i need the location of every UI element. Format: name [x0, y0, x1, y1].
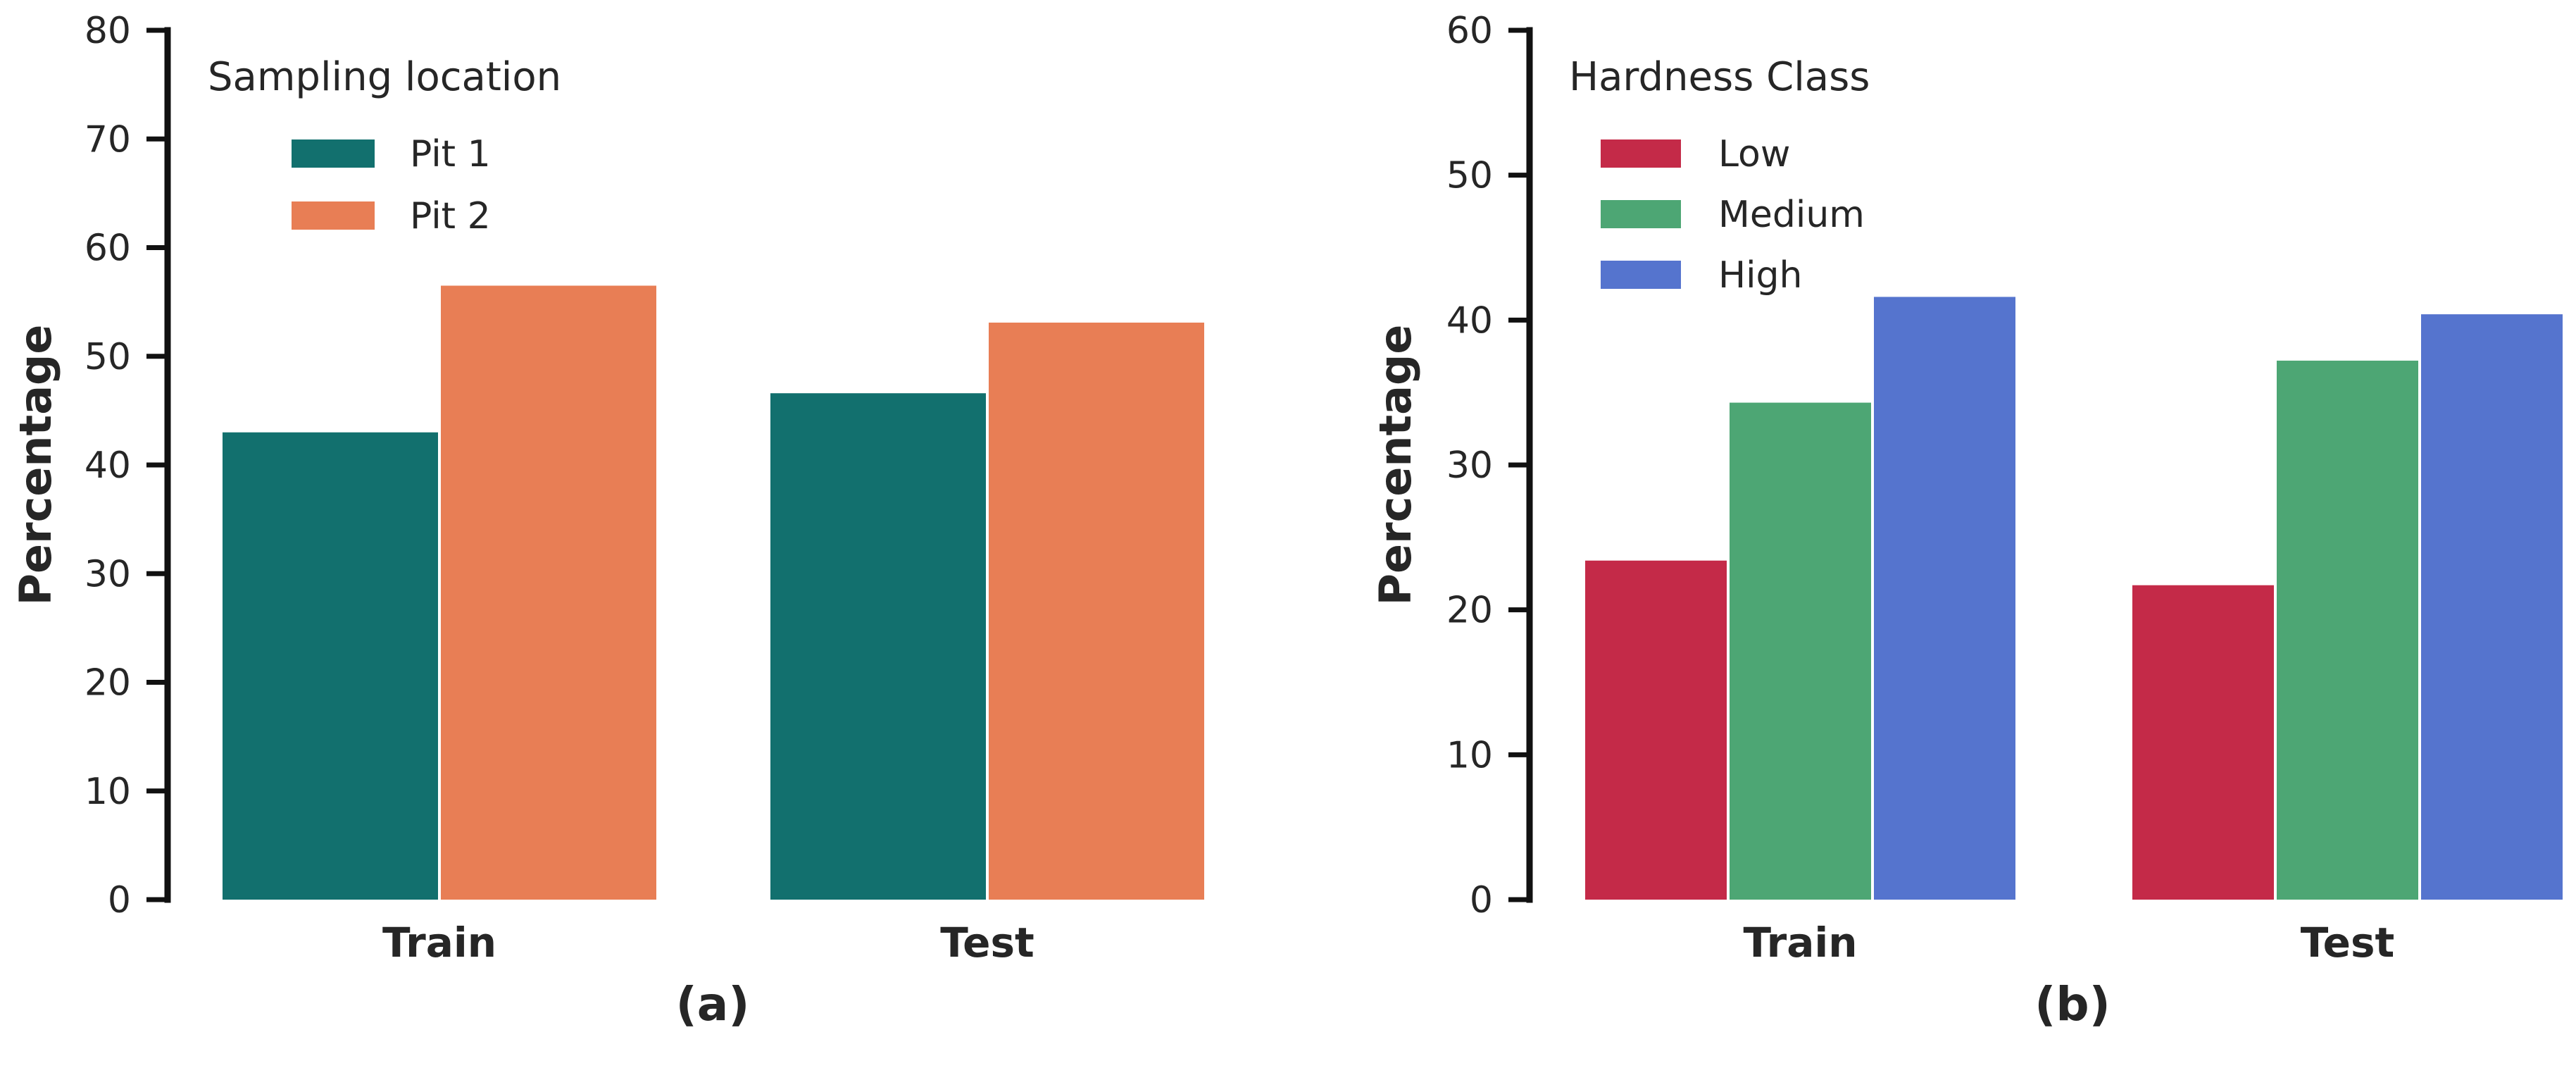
y-axis-label: Percentage — [1370, 325, 1421, 606]
x-category-label: Test — [940, 919, 1034, 967]
y-tick-label: 60 — [1446, 10, 1493, 52]
legend-label: Medium — [1718, 194, 1865, 236]
x-category-label: Train — [1743, 919, 1857, 967]
y-tick-label: 40 — [85, 445, 131, 487]
bar-low-test — [2132, 585, 2274, 900]
bar-pit-1-test — [770, 393, 986, 900]
legend-title: Sampling location — [208, 54, 561, 100]
y-tick-label: 30 — [1446, 445, 1493, 487]
legend-swatch — [292, 201, 375, 230]
bar-pit-2-train — [441, 285, 656, 900]
legend-swatch — [1601, 139, 1681, 168]
y-tick-label: 10 — [85, 771, 131, 813]
bar-medium-train — [1730, 402, 1871, 900]
panel-label: (b) — [2034, 977, 2111, 1031]
y-tick-label: 30 — [85, 553, 131, 595]
chart-panel-b: 0 10 20 30 40 50 60 Percentage Train Test (b) Hardn… — [1370, 10, 2563, 1031]
y-axis-label: Percentage — [10, 325, 61, 606]
legend-label: Pit 1 — [410, 133, 491, 175]
y-tick-label: 80 — [85, 10, 131, 52]
legend-label: Low — [1718, 133, 1790, 175]
y-tick-label: 50 — [1446, 155, 1493, 197]
y-tick-label: 0 — [1470, 879, 1493, 921]
y-tick-label: 40 — [1446, 299, 1493, 342]
y-tick-label: 20 — [1446, 590, 1493, 632]
y-tick-label: 20 — [85, 662, 131, 704]
panel-label: (a) — [676, 977, 750, 1031]
y-tick-label: 50 — [85, 336, 131, 378]
bar-high-train — [1874, 297, 2015, 900]
legend-swatch — [1601, 261, 1681, 289]
x-category-label: Train — [382, 919, 496, 967]
bar-pit-1-train — [223, 432, 438, 900]
legend-swatch — [292, 139, 375, 168]
y-tick-label: 70 — [85, 118, 131, 161]
y-tick-label: 0 — [108, 879, 131, 921]
bar-pit-2-test — [989, 322, 1204, 900]
y-tick-label: 60 — [85, 228, 131, 270]
x-category-label: Test — [2301, 919, 2394, 967]
legend-title: Hardness Class — [1569, 54, 1870, 100]
bar-high-test — [2421, 314, 2563, 900]
bar-low-train — [1585, 560, 1727, 900]
legend-label: Pit 2 — [410, 195, 491, 237]
chart-panel-a: 0 10 20 30 40 50 60 70 80 Percentage Train Test (a) S… — [10, 10, 1204, 1031]
y-tick-label: 10 — [1446, 734, 1493, 776]
legend-swatch — [1601, 200, 1681, 228]
legend-label: High — [1718, 254, 1803, 297]
bar-medium-test — [2277, 360, 2418, 900]
